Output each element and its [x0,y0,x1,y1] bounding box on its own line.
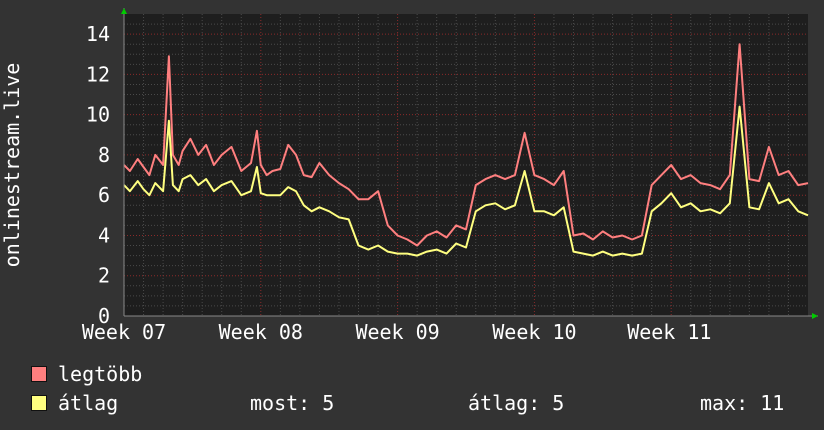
stat-atlag-value: 5 [552,391,565,415]
stat-atlag-label: átlag: [468,391,541,415]
legend-swatch-legtobb [31,366,47,382]
y-axis-label: onlinestream.live [0,63,24,268]
y-tick-label: 10 [86,103,110,127]
y-tick-label: 6 [98,183,110,207]
stat-most: most: 5 [250,391,334,415]
stat-max-value: 11 [760,391,785,415]
x-axis-ticks: Week 07 Week 08 Week 09 Week 10 Week 11 [82,320,712,344]
y-tick-label: 0 [98,304,110,328]
stat-most-value: 5 [322,391,335,415]
legend-label-atlag: átlag [58,391,119,415]
stat-max-label: max: [700,391,749,415]
legend-swatch-atlag [31,395,47,411]
x-tick-label: Week 08 [219,320,303,344]
grid [124,14,808,316]
series-line-legtobb [123,43,809,247]
x-tick-label: Week 07 [82,320,166,344]
x-tick-label: Week 10 [492,320,576,344]
x-tick-label: Week 09 [355,320,439,344]
y-axis-ticks: 0 2 4 6 8 10 12 14 [86,22,110,328]
stat-atlag: átlag: 5 [468,391,564,415]
series-line-atlag [123,105,809,257]
y-tick-label: 4 [98,223,110,247]
series-group [123,43,809,257]
x-tick-label: Week 11 [627,320,711,344]
y-tick-label: 8 [98,143,110,167]
y-tick-label: 12 [86,62,110,86]
y-tick-label: 2 [98,264,110,288]
y-tick-label: 14 [86,22,110,46]
y-axis-arrow [121,8,127,14]
x-axis-arrow [812,313,818,319]
stat-most-label: most: [250,391,311,415]
legend-label-legtobb: legtöbb [58,362,143,386]
stat-max: max: 11 [700,391,784,415]
